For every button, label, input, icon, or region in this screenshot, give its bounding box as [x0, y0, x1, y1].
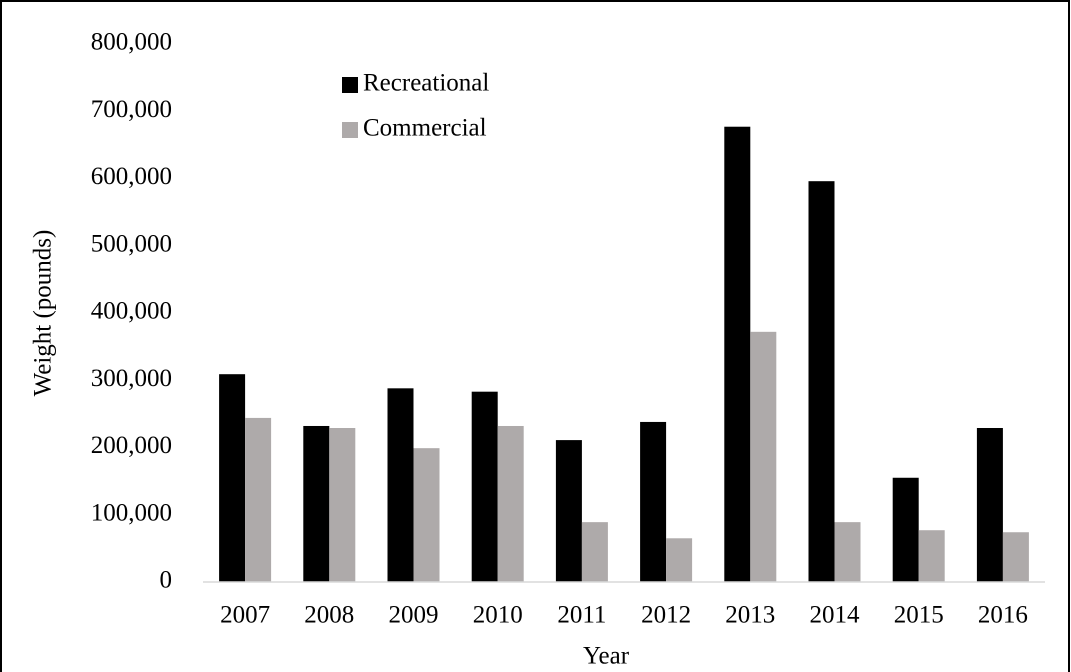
y-axis-label: Weight (pounds)	[30, 230, 57, 397]
y-tick-label: 300,000	[91, 365, 172, 392]
bar	[219, 374, 246, 582]
bar	[387, 388, 414, 582]
x-tick-label: 2012	[641, 602, 691, 629]
bar	[303, 425, 330, 582]
bar	[497, 425, 524, 582]
legend-label: Commercial	[363, 115, 487, 142]
bar	[329, 427, 356, 582]
x-tick-label: 2010	[473, 602, 523, 629]
x-tick-label: 2016	[978, 602, 1028, 629]
bar	[640, 421, 667, 582]
bar	[471, 391, 498, 582]
bar	[750, 331, 777, 582]
y-tick-label: 700,000	[91, 96, 172, 123]
x-tick-label: 2008	[304, 602, 354, 629]
y-tick-label: 0	[160, 567, 173, 594]
x-axis-label: Year	[583, 643, 630, 670]
bar	[724, 126, 751, 582]
legend-swatch	[342, 77, 358, 93]
y-tick-label: 800,000	[91, 29, 172, 56]
bar	[834, 522, 861, 582]
x-tick-label: 2009	[389, 602, 439, 629]
x-tick-label: 2007	[220, 602, 270, 629]
legend-swatch	[342, 122, 358, 138]
bar	[918, 530, 945, 582]
x-tick-label: 2014	[810, 602, 861, 629]
x-tick-label: 2011	[557, 602, 606, 629]
bar	[808, 181, 835, 582]
bar	[555, 440, 582, 582]
y-tick-label: 400,000	[91, 298, 172, 325]
legend-label: Recreational	[363, 70, 489, 97]
bar	[666, 538, 693, 582]
bar	[581, 522, 608, 582]
bar	[245, 417, 272, 582]
bar	[413, 448, 440, 582]
y-tick-label: 200,000	[91, 432, 172, 459]
bar	[892, 477, 919, 582]
x-tick-label: 2015	[894, 602, 944, 629]
bar	[1002, 532, 1029, 582]
y-tick-label: 600,000	[91, 163, 172, 190]
y-tick-label: 100,000	[91, 499, 172, 526]
bar	[976, 427, 1003, 582]
y-tick-label: 500,000	[91, 230, 172, 257]
x-tick-label: 2013	[725, 602, 775, 629]
